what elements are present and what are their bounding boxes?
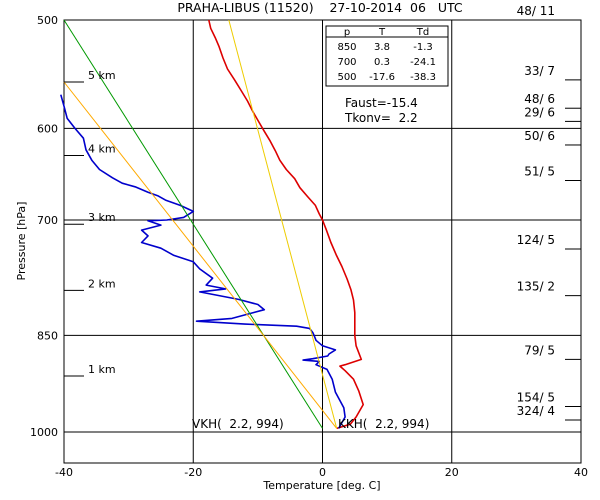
- y-tick-label: 600: [37, 122, 58, 135]
- series-line-3: [63, 81, 338, 429]
- data-table: p T Td 850 3.8 -1.3 700 0.3 -24.1 500 -17.6 -38.3: [325, 25, 449, 87]
- grid-lines: [64, 19, 581, 463]
- table-cell: -24.1: [410, 57, 436, 68]
- table-header: Td: [416, 27, 429, 38]
- wind-label: 48/ 6: [524, 92, 555, 106]
- y-axis-label: Pressure [hPa]: [15, 202, 28, 281]
- x-tick-label: 20: [445, 466, 459, 479]
- height-labels: 5 km 4 km 3 km 2 km 1 km: [64, 69, 116, 377]
- y-tick-label: 700: [37, 214, 58, 227]
- table-cell: 700: [337, 57, 356, 68]
- tkonv-index: Tkonv= 2.2: [344, 111, 418, 125]
- x-tick-label: 40: [574, 466, 588, 479]
- y-tick-label: 1000: [30, 426, 58, 439]
- table-cell: -38.3: [410, 72, 436, 83]
- wind-label: 50/ 6: [524, 129, 555, 143]
- faust-index: Faust=-15.4: [345, 96, 418, 110]
- wind-label: 124/ 5: [517, 233, 555, 247]
- table-cell: -1.3: [413, 42, 433, 53]
- axis-tick-labels: 500 600 700 850 1000 -40 -20 0 20 40: [30, 14, 588, 479]
- table-header: T: [378, 27, 386, 38]
- wind-label: 48/ 11: [517, 4, 555, 18]
- kkh-annotation: KKH( 2.2, 994): [338, 417, 429, 431]
- wind-label: 154/ 5: [517, 390, 555, 404]
- vkh-annotation: VKH( 2.2, 994): [192, 417, 284, 431]
- height-label: 5 km: [88, 69, 116, 82]
- height-label: 1 km: [88, 363, 116, 376]
- series-line-1: [60, 94, 346, 429]
- table-cell: 850: [337, 42, 356, 53]
- table-cell: 500: [337, 72, 356, 83]
- series-layer: [60, 19, 365, 430]
- table-header: p: [344, 27, 350, 38]
- wind-label: 324/ 4: [517, 404, 555, 418]
- series-line-4: [228, 19, 338, 429]
- chart-title: PRAHA-LIBUS (11520) 27-10-2014 06 UTC: [177, 0, 463, 15]
- wind-label: 135/ 2: [517, 280, 555, 294]
- wind-label: 33/ 7: [524, 64, 555, 78]
- wind-label: 29/ 6: [524, 105, 555, 119]
- series-line-0: [208, 19, 365, 430]
- height-label: 2 km: [88, 277, 116, 290]
- wind-label: 79/ 5: [524, 343, 555, 357]
- table-cell: -17.6: [369, 72, 395, 83]
- wind-column: 48/ 11 33/ 7 48/ 629/ 6 50/ 6 51/ 5 124/ 5 135…: [517, 4, 581, 421]
- table-cell: 3.8: [374, 42, 390, 53]
- y-tick-label: 850: [37, 329, 58, 342]
- series-line-2: [63, 19, 323, 429]
- x-tick-label: 0: [319, 466, 326, 479]
- height-label: 4 km: [88, 142, 116, 155]
- x-tick-label: -40: [55, 466, 73, 479]
- y-tick-label: 500: [37, 14, 58, 27]
- height-label: 3 km: [88, 211, 116, 224]
- table-cell: 0.3: [374, 57, 390, 68]
- x-tick-label: -20: [184, 466, 202, 479]
- wind-label: 51/ 5: [524, 165, 555, 179]
- x-axis-label: Temperature [deg. C]: [262, 479, 380, 492]
